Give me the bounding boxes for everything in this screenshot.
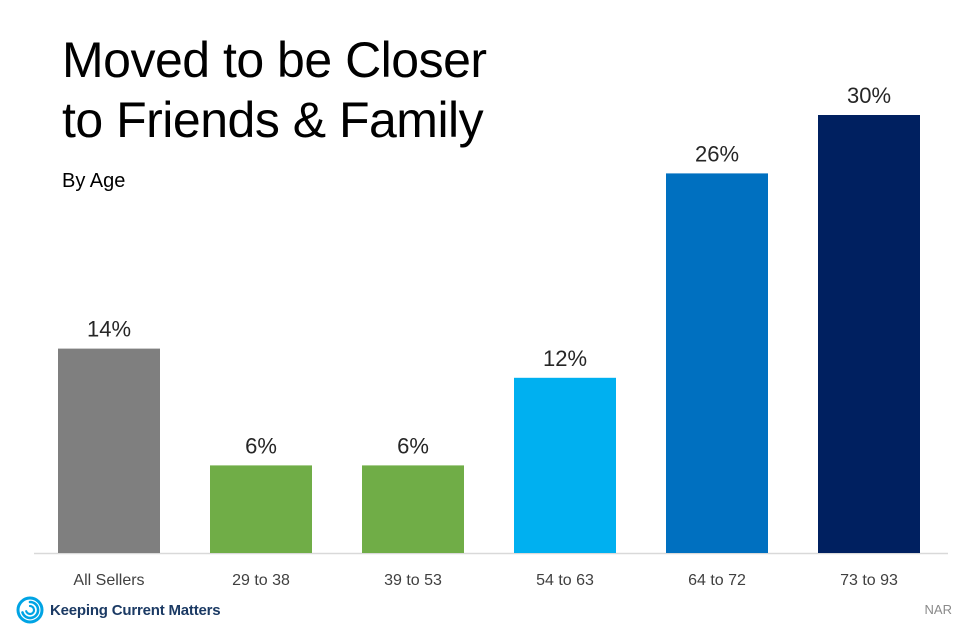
data-label-0: 14% xyxy=(87,317,131,342)
bar-5 xyxy=(818,115,920,553)
brand-logo-text: Keeping Current Matters xyxy=(50,601,221,619)
x-tick-label-1: 29 to 38 xyxy=(232,572,290,589)
x-tick-label-5: 73 to 93 xyxy=(840,572,898,589)
chart-title: Moved to be Closer to Friends & Family xyxy=(62,30,487,150)
chart-title-line-1: Moved to be Closer xyxy=(62,32,487,88)
chart-title-line-2: to Friends & Family xyxy=(62,92,484,148)
brand-logo: Keeping Current Matters xyxy=(16,596,221,624)
x-tick-label-3: 54 to 63 xyxy=(536,572,594,589)
bar-3 xyxy=(514,377,616,553)
bar-4 xyxy=(666,173,768,553)
source-label: NAR xyxy=(924,602,952,617)
data-label-1: 6% xyxy=(245,433,277,458)
data-label-3: 12% xyxy=(543,346,587,371)
x-tick-label-2: 39 to 53 xyxy=(384,572,442,589)
chart-subtitle: By Age xyxy=(62,170,126,192)
data-label-4: 26% xyxy=(695,141,739,166)
data-label-5: 30% xyxy=(847,83,891,108)
spiral-logo-icon xyxy=(16,596,44,624)
bar-1 xyxy=(210,465,312,553)
bar-0 xyxy=(58,348,160,553)
bar-2 xyxy=(362,465,464,553)
x-tick-label-4: 64 to 72 xyxy=(688,572,746,589)
x-tick-label-0: All Sellers xyxy=(73,572,144,589)
data-label-2: 6% xyxy=(397,433,429,458)
